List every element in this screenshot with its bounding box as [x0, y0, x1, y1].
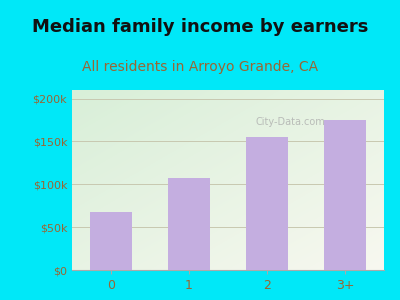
Bar	[246, 137, 288, 270]
Bar	[324, 120, 366, 270]
Text: All residents in Arroyo Grande, CA: All residents in Arroyo Grande, CA	[82, 60, 318, 74]
Bar	[90, 212, 132, 270]
Bar	[168, 178, 210, 270]
Text: Median family income by earners: Median family income by earners	[32, 18, 368, 36]
Text: City-Data.com: City-Data.com	[256, 117, 325, 128]
